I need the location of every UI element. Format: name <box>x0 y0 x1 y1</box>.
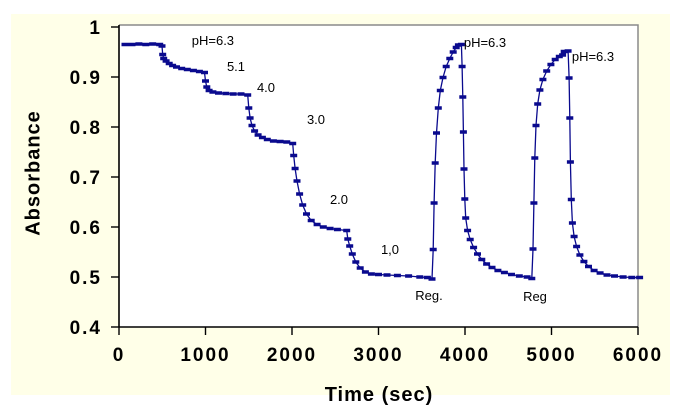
plot-border <box>119 24 639 327</box>
x-tick-label: 5000 <box>526 345 576 366</box>
y-tick-label: 0.4 <box>70 318 102 339</box>
y-axis-title: Absorbance <box>22 110 44 236</box>
annotation-label: pH=6.3 <box>572 49 614 64</box>
annotation-label: Reg <box>523 289 547 304</box>
ph-step-annotations: pH=6.3 5.1 4.0 3.0 2.0 1,0 Reg. Reg pH=6.3 pH=6.3 <box>192 33 614 304</box>
absorbance-series-markers <box>121 42 644 281</box>
x-tick-label: 6000 <box>613 345 663 366</box>
x-axis-title: Time (sec) <box>325 384 434 406</box>
x-tick-label: 4000 <box>440 345 490 366</box>
y-tick-label: 0.9 <box>70 68 102 89</box>
y-axis-tick-labels: 1 0.9 0.8 0.7 0.6 0.5 0.4 <box>70 18 102 339</box>
annotation-label: Reg. <box>415 288 442 303</box>
annotation-label: 5.1 <box>227 59 245 74</box>
annotation-label: 4.0 <box>257 80 275 95</box>
y-tick-label: 0.5 <box>70 268 102 289</box>
x-tick-label: 3000 <box>353 345 403 366</box>
y-tick-label: 0.7 <box>70 168 102 189</box>
x-axis-ticks <box>118 327 639 335</box>
annotation-label: 3.0 <box>307 112 325 127</box>
plot-area <box>119 25 638 327</box>
y-tick-label: 1 <box>89 18 102 39</box>
y-tick-label: 0.6 <box>70 218 102 239</box>
annotation-label: 2.0 <box>330 192 348 207</box>
x-axis-tick-labels: 0 1000 2000 3000 4000 5000 6000 <box>113 345 663 366</box>
x-tick-label: 0 <box>113 345 126 366</box>
annotation-label: 1,0 <box>381 242 399 257</box>
x-tick-label: 1000 <box>180 345 230 366</box>
annotation-label: pH=6.3 <box>464 35 506 50</box>
y-axis-ticks <box>111 26 119 328</box>
x-tick-label: 2000 <box>267 345 317 366</box>
annotation-label: pH=6.3 <box>192 33 234 48</box>
y-tick-label: 0.8 <box>70 118 102 139</box>
